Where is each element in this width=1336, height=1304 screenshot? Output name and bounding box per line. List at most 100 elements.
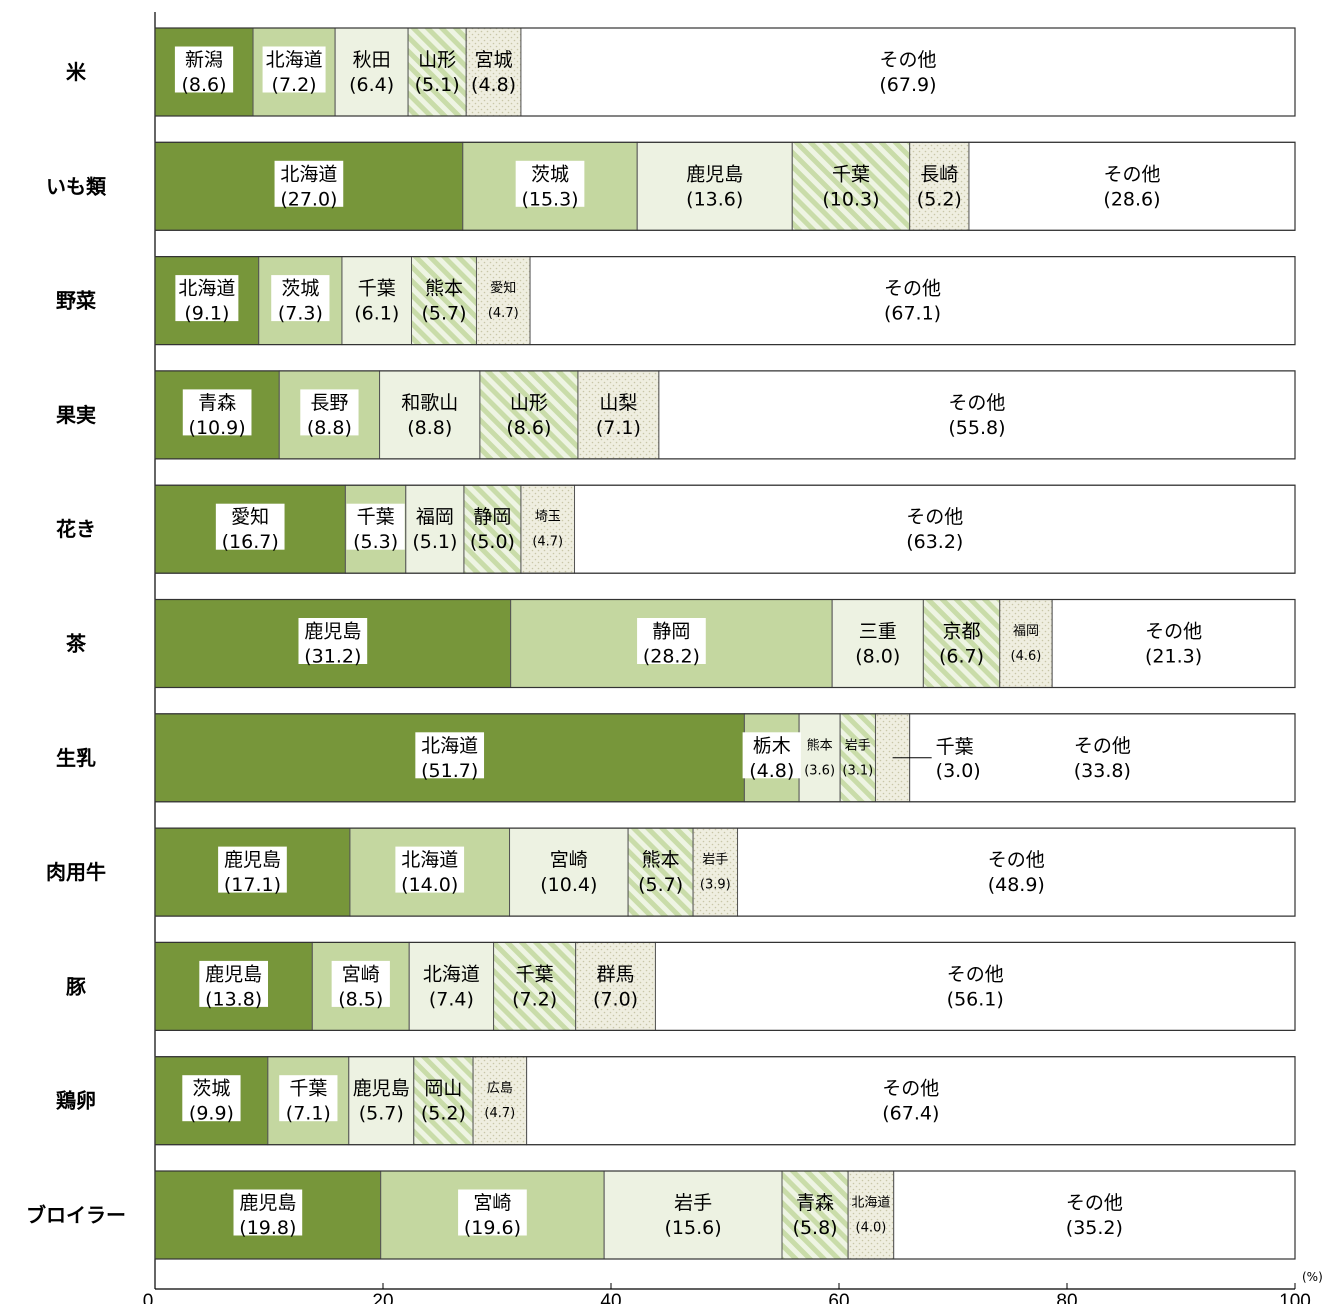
segment-value: (4.0) [856, 1221, 887, 1236]
category-label: 果実 [56, 403, 96, 427]
segment-name: 茨城 [192, 1078, 230, 1100]
bar-outline [154, 1170, 1296, 1260]
bar-outline [154, 27, 1296, 117]
category-label: 肉用牛 [46, 860, 106, 884]
segment-value: (9.1) [184, 303, 229, 325]
segment-name: 鹿児島 [686, 163, 743, 185]
segment-name: 群馬 [597, 963, 635, 985]
segment-name: 熊本 [807, 737, 833, 753]
segment-value: (10.4) [540, 874, 597, 896]
segment-name: 青森 [198, 392, 236, 414]
segment-name: 千葉 [358, 278, 396, 300]
segment-name: 福岡 [416, 506, 454, 528]
bar-segment [520, 27, 1296, 117]
bar-segment [520, 484, 576, 574]
bar-segment [968, 141, 1296, 231]
label-box [215, 503, 285, 550]
segment-name: 愛知 [231, 506, 269, 528]
segment-value: (6.1) [354, 303, 399, 325]
segment-name: 千葉 [516, 963, 554, 985]
segment-value: (5.2) [917, 188, 962, 210]
bar-segment [1051, 599, 1296, 688]
segment-name: 山形 [510, 392, 548, 414]
bar-segment [636, 141, 793, 231]
segment-labels: 新潟 (8.6) 北海道 (7.2) 秋田 (6.4) 山形 (5.1) 宮城 (4.8) その他 (… [174, 46, 937, 96]
bar-segment [413, 1056, 474, 1146]
label-box [346, 503, 405, 550]
segment-name: 長野 [310, 392, 348, 414]
bar-segment [574, 484, 1296, 574]
segment-name: 埼玉 [535, 510, 561, 525]
segment-name: 岡山 [424, 1078, 462, 1100]
bar-segment [463, 484, 522, 574]
bar-segment [922, 599, 1001, 688]
segment-value: (8.5) [338, 988, 383, 1010]
segment-name: その他 [1074, 735, 1131, 757]
label-box [274, 160, 344, 207]
bar-outline [154, 256, 1296, 346]
bar-segment [493, 941, 577, 1031]
bar-segment [479, 370, 579, 460]
x-tick-label: 80 [1056, 1291, 1077, 1304]
label-box [395, 846, 465, 893]
segment-value: (33.8) [1074, 760, 1131, 782]
segment-value: (3.1) [842, 763, 873, 778]
bar-segment [798, 713, 841, 803]
label-box [233, 1189, 303, 1236]
segment-value: (51.7) [421, 760, 478, 782]
segment-value: (7.2) [272, 74, 317, 96]
bar-row: 茶 鹿児島 (31.2) 静岡 (28.2) 三重 (8.0) 京都 (6.7) 福岡 (4.6) そ… [66, 598, 1296, 689]
segment-value: (17.1) [224, 874, 281, 896]
segment-value: (5.7) [359, 1103, 404, 1125]
segment-name: 千葉 [289, 1078, 327, 1100]
bar-row: 花き 愛知 (16.7) 千葉 (5.3) 福岡 (5.1) 静岡 (5.0) 埼玉 (4.7) その… [56, 484, 1296, 574]
bar-row: 野菜 北海道 (9.1) 茨城 (7.3) 千葉 (6.1) 熊本 (5.7) 愛知 (4.7) その… [56, 256, 1296, 346]
segment-name: その他 [879, 49, 936, 71]
bar-segment [909, 141, 970, 231]
segment-name: 岩手 [845, 738, 871, 753]
segment-value: (7.1) [286, 1103, 331, 1125]
segment-value: (4.8) [471, 74, 516, 96]
segment-value: (5.0) [470, 531, 515, 553]
segment-value: (48.9) [988, 874, 1045, 896]
segment-value: (10.3) [822, 188, 879, 210]
bar-segment [791, 141, 911, 231]
segment-value: (8.8) [407, 417, 452, 439]
segment-name: その他 [1145, 621, 1202, 643]
segment-name: 山梨 [599, 392, 637, 414]
segment-value: (67.4) [882, 1103, 939, 1125]
label-box [742, 732, 801, 779]
category-label: ブロイラー [26, 1203, 126, 1227]
category-label: 豚 [66, 974, 86, 998]
segment-value: (27.0) [280, 188, 337, 210]
bar-segment [575, 941, 656, 1031]
segment-value: (7.4) [429, 988, 474, 1010]
segment-value: (28.2) [643, 646, 700, 668]
segment-name: その他 [884, 278, 941, 300]
segment-value: (5.2) [421, 1103, 466, 1125]
bar-segment [348, 1056, 415, 1146]
segment-name: 新潟 [185, 49, 223, 71]
segment-name: その他 [988, 849, 1045, 871]
x-tick-label: 100 [1279, 1291, 1311, 1304]
bar-segment [577, 370, 660, 460]
label-box [415, 732, 485, 779]
bar-segment [999, 599, 1053, 688]
segment-value: (4.7) [532, 535, 563, 550]
bar-outline [154, 713, 1296, 803]
segment-name: その他 [948, 392, 1005, 414]
label-box [182, 389, 252, 436]
bar-segment [627, 827, 694, 917]
segment-value: (63.2) [906, 531, 963, 553]
bar-outline [154, 370, 1296, 460]
segment-name: 北海道 [423, 963, 480, 985]
segment-name: 青森 [796, 1192, 834, 1214]
segment-labels: 北海道 (9.1) 茨城 (7.3) 千葉 (6.1) 熊本 (5.7) 愛知 (4.7) その他 (… [175, 275, 941, 325]
segment-value: (16.7) [222, 531, 279, 553]
segment-labels: 青森 (10.9) 長野 (8.8) 和歌山 (8.8) 山形 (8.6) 山梨 (7.1) その他… [182, 389, 1006, 439]
bar-segment [737, 827, 1296, 917]
segment-name: 和歌山 [401, 392, 458, 414]
segment-value: (7.0) [593, 988, 638, 1010]
segment-value: (8.0) [855, 646, 900, 668]
